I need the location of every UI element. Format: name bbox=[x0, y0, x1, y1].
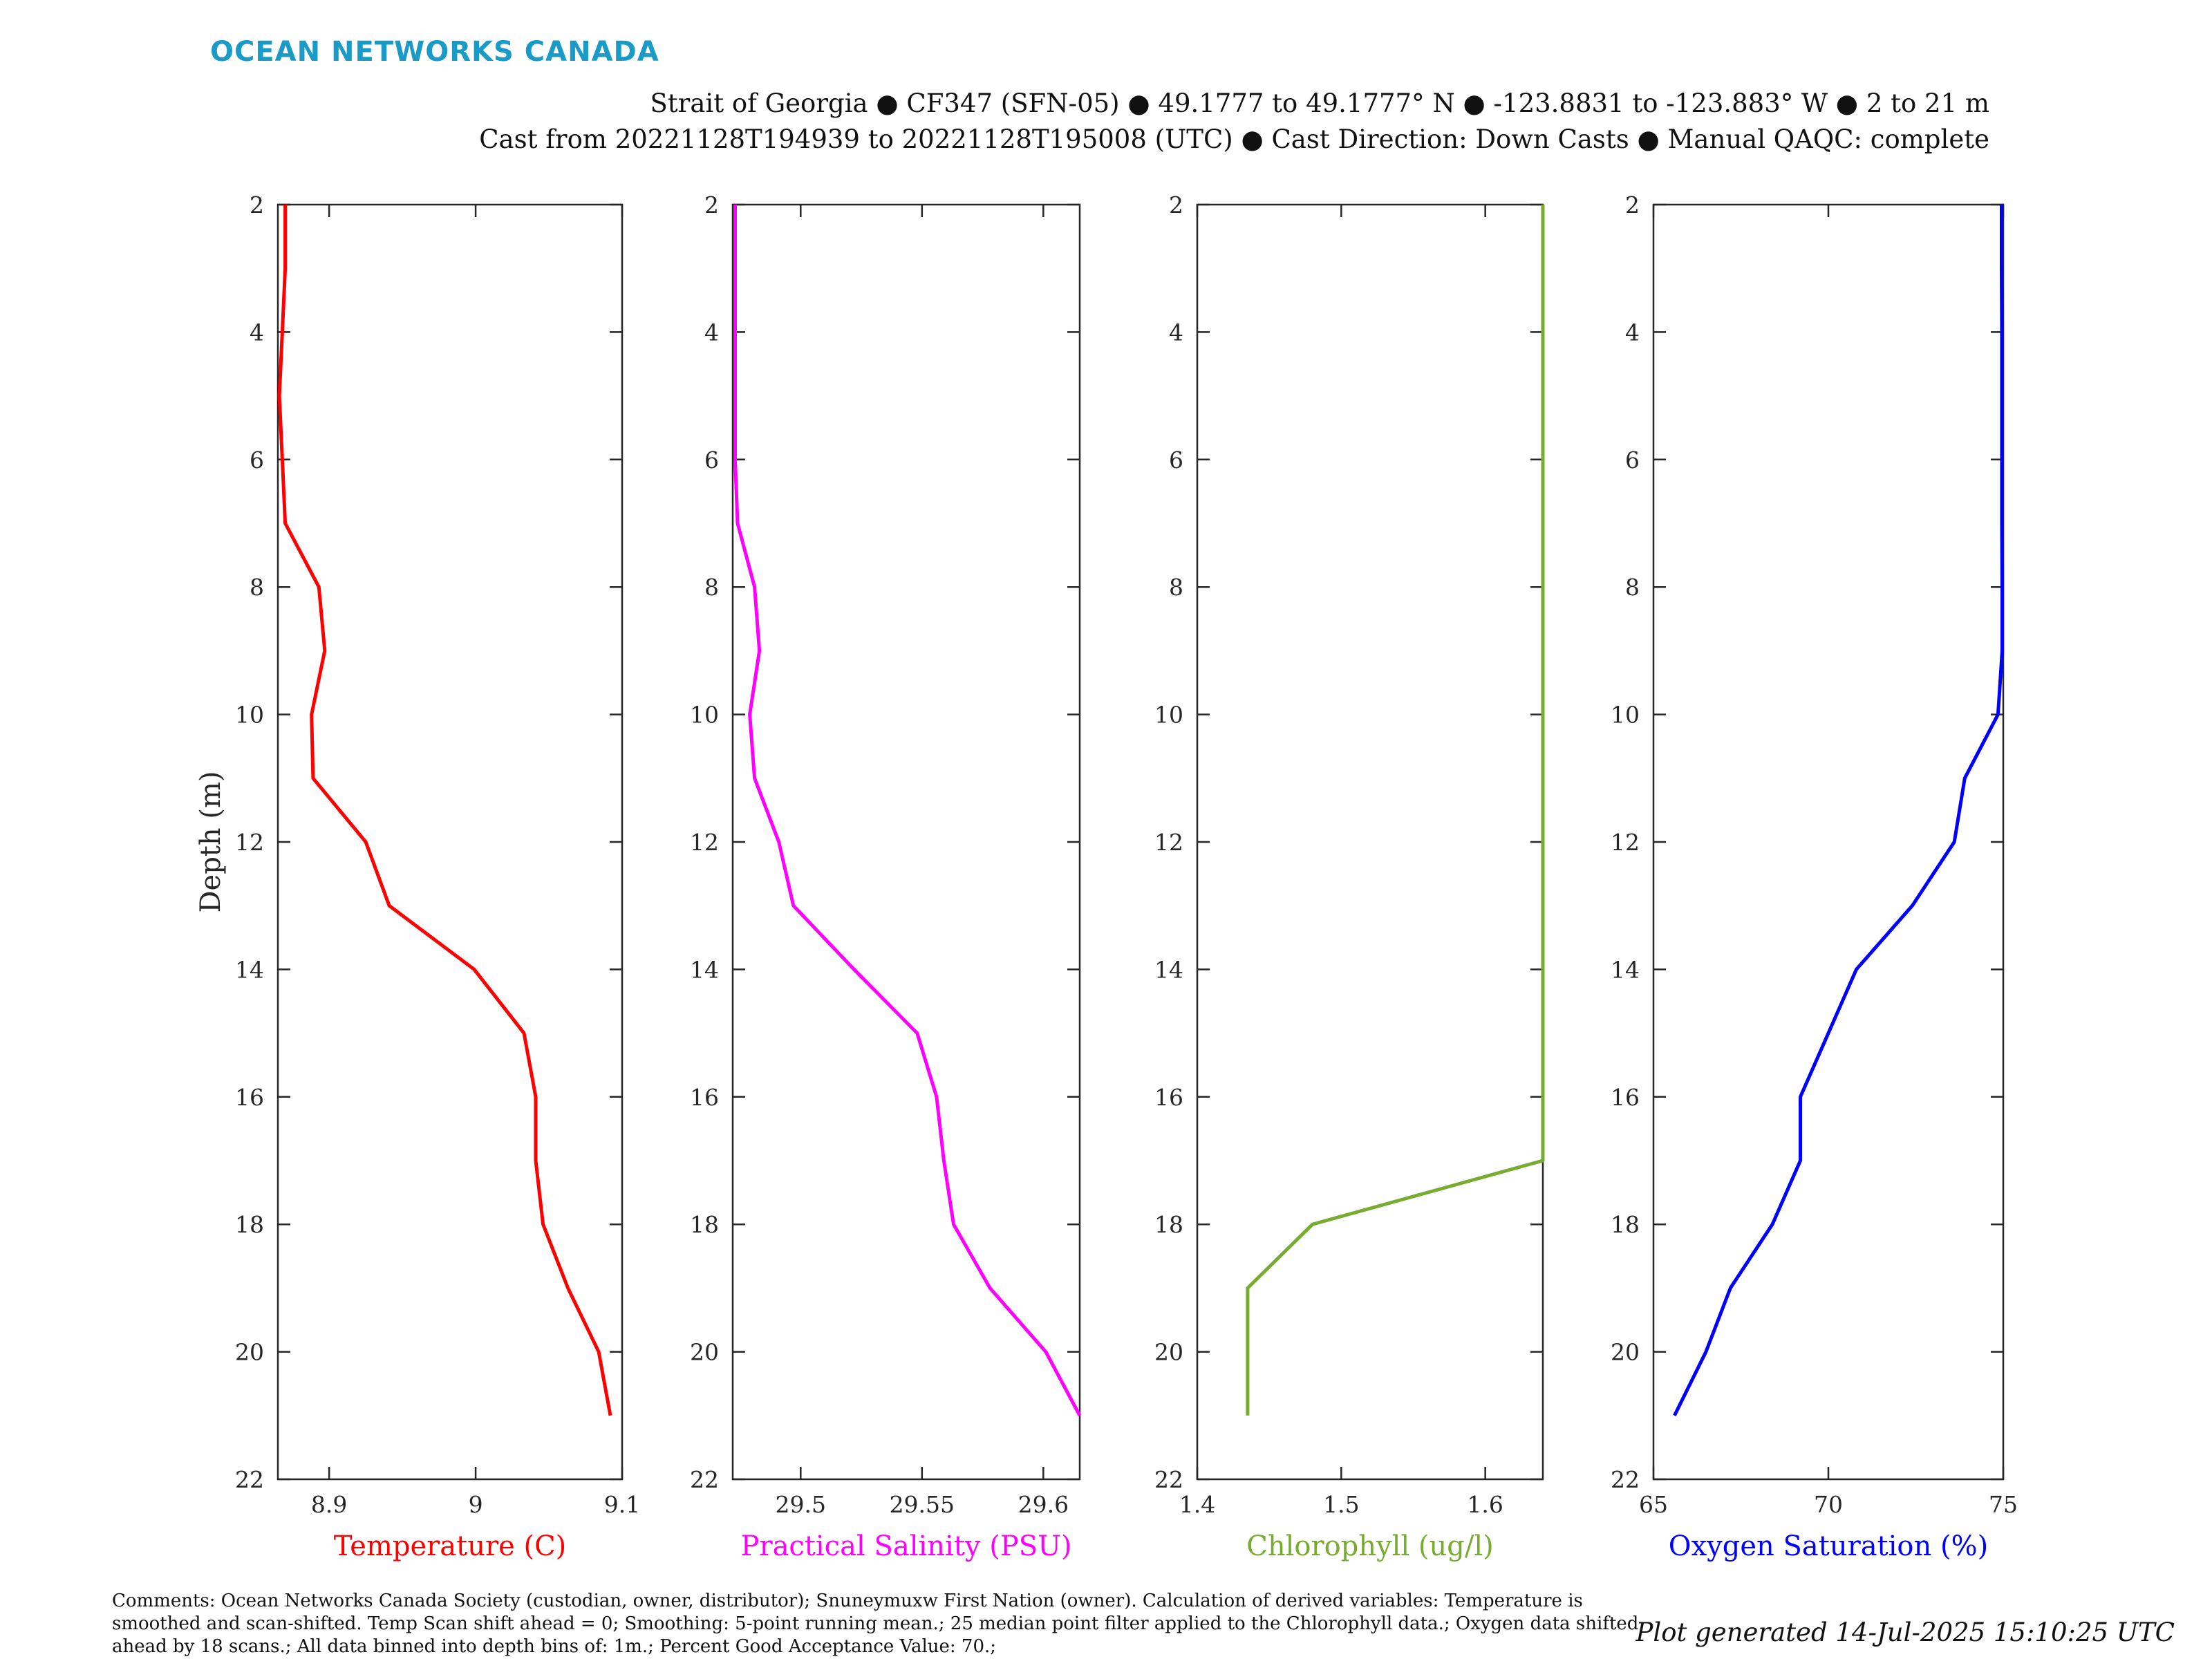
axes-box-1 bbox=[276, 203, 624, 1481]
y-tick-label: 20 bbox=[1154, 1339, 1183, 1366]
y-tick-label: 10 bbox=[235, 702, 264, 729]
y-tick-label: 14 bbox=[1611, 956, 1640, 983]
y-tick-label: 14 bbox=[1154, 956, 1183, 983]
series-line-4 bbox=[1673, 205, 2004, 1416]
x-tick-label: 75 bbox=[1989, 1491, 2018, 1518]
y-tick-label: 8 bbox=[250, 574, 264, 601]
series-line-3 bbox=[1246, 205, 1545, 1416]
x-axis-label: Chlorophyll (ug/l) bbox=[1246, 1530, 1494, 1562]
y-tick-label: 16 bbox=[690, 1084, 719, 1111]
y-tick-label: 6 bbox=[250, 447, 264, 474]
x-tick-label: 1.6 bbox=[1467, 1491, 1503, 1518]
y-tick-label: 2 bbox=[1169, 191, 1183, 218]
plot-generated-stamp: Plot generated 14-Jul-2025 15:10:25 UTC bbox=[1635, 1618, 2175, 1647]
y-tick-label: 10 bbox=[1611, 702, 1640, 729]
series-line-1 bbox=[277, 205, 612, 1416]
y-tick-label: 14 bbox=[235, 956, 264, 983]
y-tick-label: 8 bbox=[1625, 574, 1640, 601]
comments-note: Comments: Ocean Networks Canada Society … bbox=[112, 1591, 1639, 1657]
x-tick-label: 65 bbox=[1639, 1491, 1668, 1518]
y-tick-label: 8 bbox=[704, 574, 719, 601]
x-axis-label: Temperature (C) bbox=[334, 1530, 567, 1562]
brand-logo-text: OCEAN NETWORKS CANADA bbox=[210, 36, 659, 68]
y-tick-label: 2 bbox=[250, 191, 264, 218]
x-axis-label: Oxygen Saturation (%) bbox=[1669, 1530, 1988, 1562]
y-tick-label: 12 bbox=[1611, 829, 1640, 856]
y-tick-label: 20 bbox=[235, 1339, 264, 1366]
x-tick-label: 8.9 bbox=[311, 1491, 347, 1518]
header-cast-line: Cast from 20221128T194939 to 20221128T19… bbox=[479, 124, 1989, 154]
y-tick-label: 22 bbox=[1154, 1466, 1183, 1493]
y-tick-label: 12 bbox=[690, 829, 719, 856]
x-tick-label: 29.6 bbox=[1018, 1491, 1069, 1518]
y-tick-label: 20 bbox=[690, 1339, 719, 1366]
y-tick-label: 22 bbox=[690, 1466, 719, 1493]
x-tick-label: 29.5 bbox=[776, 1491, 826, 1518]
y-tick-label: 16 bbox=[235, 1084, 264, 1111]
y-tick-label: 6 bbox=[1625, 447, 1640, 474]
x-tick-label: 29.55 bbox=[890, 1491, 955, 1518]
y-tick-label: 18 bbox=[1154, 1211, 1183, 1238]
axes-box-2 bbox=[731, 203, 1081, 1481]
x-tick-label: 9 bbox=[469, 1491, 483, 1518]
y-tick-label: 4 bbox=[1625, 319, 1640, 346]
x-tick-label: 1.4 bbox=[1179, 1491, 1215, 1518]
y-tick-label: 4 bbox=[1169, 319, 1183, 346]
y-tick-label: 4 bbox=[704, 319, 719, 346]
axes-box-4 bbox=[1652, 203, 2005, 1481]
y-tick-label: 8 bbox=[1169, 574, 1183, 601]
y-tick-label: 10 bbox=[690, 702, 719, 729]
x-tick-label: 1.5 bbox=[1323, 1491, 1359, 1518]
header-location-line: Strait of Georgia ● CF347 (SFN-05) ● 49.… bbox=[650, 88, 1989, 118]
series-line-2 bbox=[733, 205, 1082, 1416]
y-tick-label: 20 bbox=[1611, 1339, 1640, 1366]
y-tick-label: 2 bbox=[704, 191, 719, 218]
y-tick-label: 18 bbox=[690, 1211, 719, 1238]
y-tick-label: 14 bbox=[690, 956, 719, 983]
y-tick-label: 2 bbox=[1625, 191, 1640, 218]
y-tick-label: 18 bbox=[235, 1211, 264, 1238]
y-tick-label: 4 bbox=[250, 319, 264, 346]
y-tick-label: 22 bbox=[235, 1466, 264, 1493]
y-tick-label: 16 bbox=[1611, 1084, 1640, 1111]
y-tick-label: 12 bbox=[1154, 829, 1183, 856]
y-tick-label: 16 bbox=[1154, 1084, 1183, 1111]
y-tick-label: 12 bbox=[235, 829, 264, 856]
x-tick-label: 9.1 bbox=[604, 1491, 640, 1518]
x-axis-label: Practical Salinity (PSU) bbox=[741, 1530, 1072, 1562]
y-tick-label: 6 bbox=[704, 447, 719, 474]
y-tick-label: 18 bbox=[1611, 1211, 1640, 1238]
y-tick-label: 22 bbox=[1611, 1466, 1640, 1493]
y-tick-label: 10 bbox=[1154, 702, 1183, 729]
y-tick-label: 6 bbox=[1169, 447, 1183, 474]
y-axis-label: Depth (m) bbox=[195, 771, 227, 912]
x-tick-label: 70 bbox=[1814, 1491, 1843, 1518]
